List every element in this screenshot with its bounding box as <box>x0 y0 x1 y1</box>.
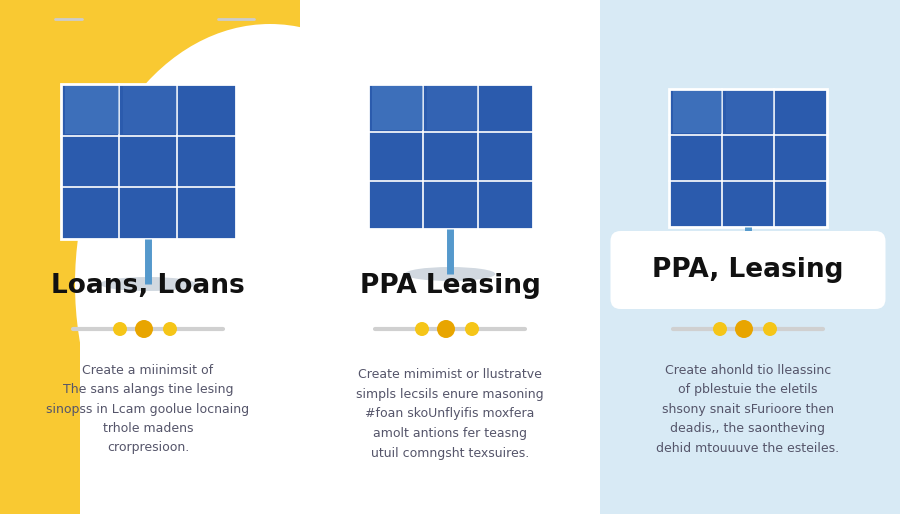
Ellipse shape <box>735 320 753 338</box>
Ellipse shape <box>763 322 777 336</box>
Ellipse shape <box>135 320 153 338</box>
Text: Loans, Loans: Loans, Loans <box>51 273 245 299</box>
Ellipse shape <box>713 322 727 336</box>
Text: Create ahonld tio lleassinc
of pblestuie the eletils
shsony snait sFurioore then: Create ahonld tio lleassinc of pblestuie… <box>656 363 840 454</box>
Text: Create mimimist or llustratve
simpls lecsils enure masoning
#foan skoUnflyifis m: Create mimimist or llustratve simpls lec… <box>356 369 544 460</box>
Ellipse shape <box>465 322 479 336</box>
Ellipse shape <box>705 265 791 279</box>
Bar <box>300 0 600 514</box>
Bar <box>122 86 177 134</box>
Bar <box>372 86 422 131</box>
Bar <box>367 84 533 229</box>
Bar <box>80 284 440 514</box>
Text: Create a miinimsit of
The sans alangs tine lesing
sinopss in Lcam goolue locnain: Create a miinimsit of The sans alangs ti… <box>47 363 249 454</box>
Bar <box>600 0 900 514</box>
Bar <box>673 91 722 133</box>
Ellipse shape <box>437 320 455 338</box>
Bar <box>65 86 119 134</box>
Ellipse shape <box>405 267 495 281</box>
Bar <box>669 89 827 227</box>
Bar <box>60 84 236 239</box>
FancyBboxPatch shape <box>610 231 886 309</box>
Text: PPA Leasing: PPA Leasing <box>360 273 540 299</box>
Bar <box>0 0 300 514</box>
Ellipse shape <box>415 322 429 336</box>
Ellipse shape <box>100 277 196 291</box>
Ellipse shape <box>163 322 177 336</box>
Ellipse shape <box>113 322 127 336</box>
Bar <box>725 91 774 133</box>
Bar <box>427 86 478 131</box>
Ellipse shape <box>75 24 465 514</box>
Text: PPA, Leasing: PPA, Leasing <box>652 257 844 283</box>
